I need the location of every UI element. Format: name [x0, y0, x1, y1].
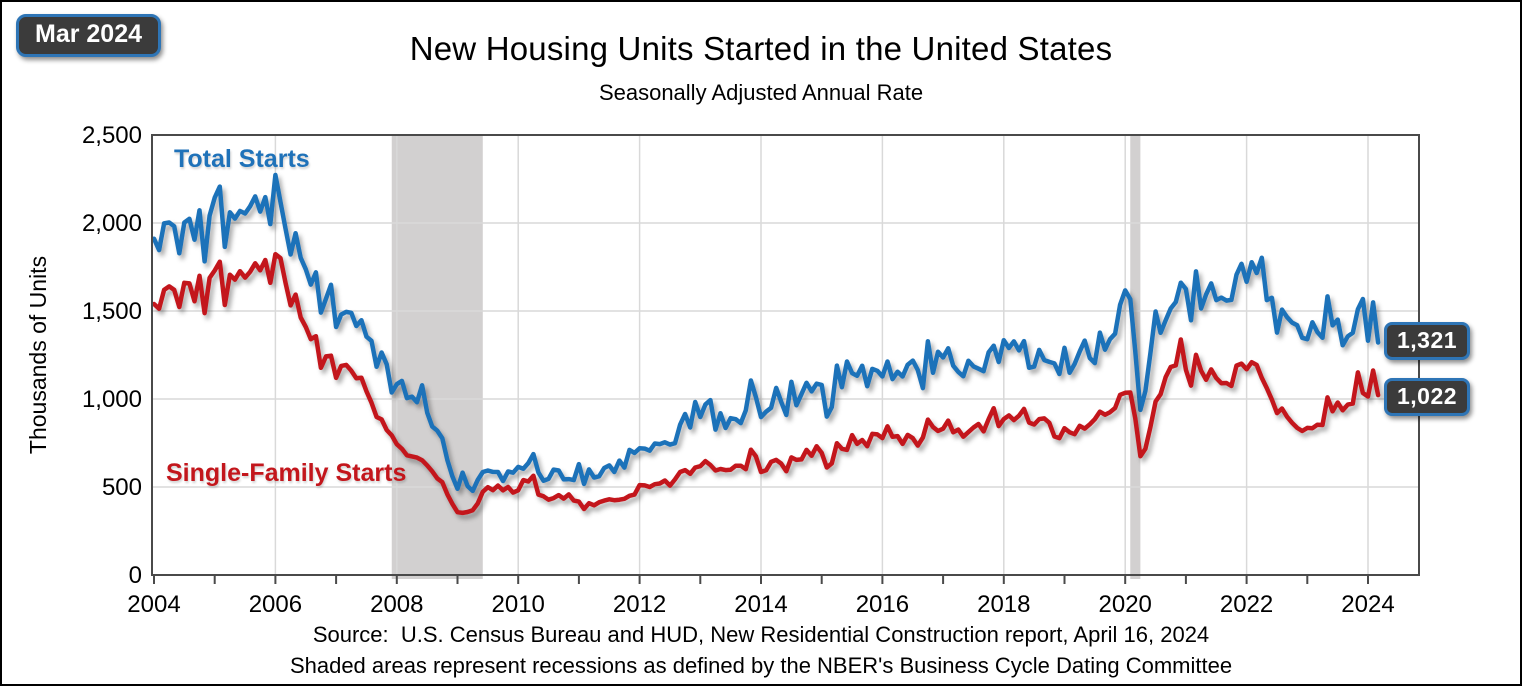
- end-value-badge-single-family: 1,022: [1384, 378, 1471, 416]
- end-value-badge-total: 1,321: [1384, 322, 1471, 360]
- x-tick-label: 2014: [734, 591, 787, 618]
- x-tick-label: 2016: [856, 591, 909, 618]
- chart-title: New Housing Units Started in the United …: [409, 30, 1113, 67]
- x-tick-label: 2008: [370, 591, 423, 618]
- series-line: [151, 172, 1381, 494]
- series-label-total-starts: Total Starts: [174, 145, 310, 173]
- y-tick-label: 500: [102, 474, 142, 501]
- x-tick-label: 2018: [977, 591, 1030, 618]
- y-tick-label: 2,500: [82, 122, 142, 149]
- chart-subtitle: Seasonally Adjusted Annual Rate: [598, 80, 924, 105]
- recession-band: [391, 135, 483, 579]
- axis-ticks: [153, 575, 1369, 584]
- x-tick-label: 2022: [1220, 591, 1273, 618]
- date-stamp-badge: Mar 2024: [16, 14, 162, 57]
- y-tick-label: 0: [129, 562, 142, 589]
- series-line: [151, 251, 1381, 516]
- x-tick-label: 2006: [249, 591, 302, 618]
- plot-frame: [151, 134, 1420, 576]
- x-tick-label: 2012: [613, 591, 666, 618]
- x-tick-label: 2020: [1099, 591, 1152, 618]
- x-tick-label: 2010: [492, 591, 545, 618]
- gridlines: [152, 135, 1419, 575]
- x-tick-label: 2024: [1341, 591, 1394, 618]
- data-series-lines: [151, 172, 1381, 516]
- y-tick-label: 2,000: [82, 210, 142, 237]
- x-tick-label: 2004: [127, 591, 180, 618]
- recession-note: Shaded areas represent recessions as def…: [289, 653, 1233, 678]
- source-citation: Source: U.S. Census Bureau and HUD, New …: [312, 622, 1210, 647]
- y-tick-label: 1,500: [82, 298, 142, 325]
- y-tick-label: 1,000: [82, 386, 142, 413]
- series-label-single-family-starts: Single-Family Starts: [166, 459, 407, 487]
- plot-border: [151, 134, 1420, 576]
- axis-tick-labels: 2004 2006 2008 2010 2012 2014 2016 2018 2020 2022…: [82, 122, 1395, 618]
